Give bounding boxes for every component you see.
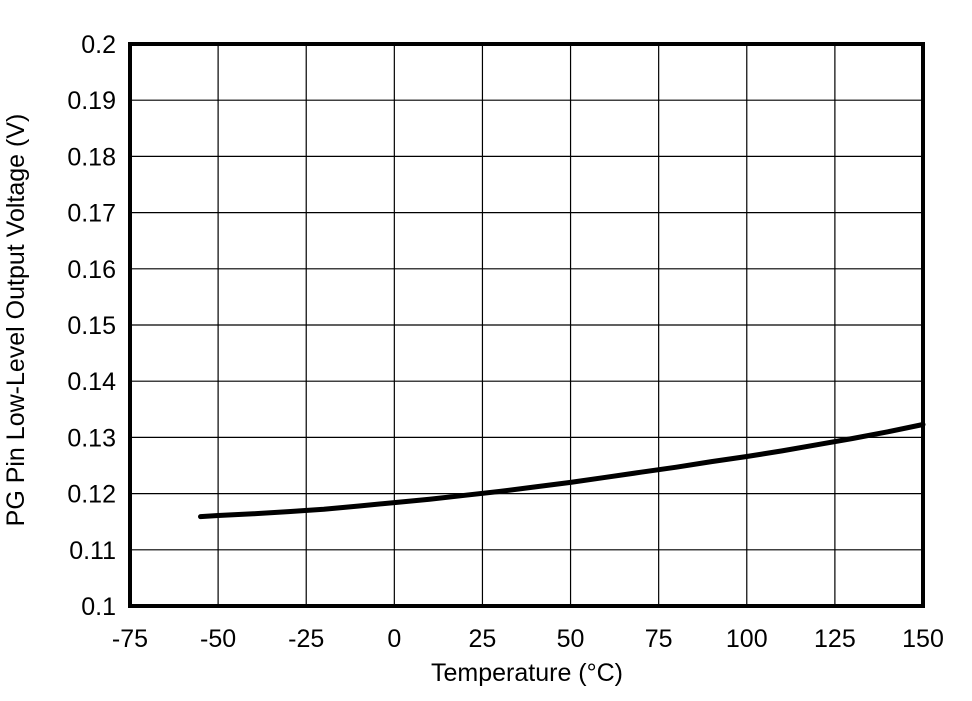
x-axis-title: Temperature (°C) — [431, 659, 623, 687]
y-axis-title: PG Pin Low-Level Output Voltage (V) — [2, 114, 30, 527]
plot-frame — [128, 42, 925, 608]
x-tick-label: 0 — [387, 625, 401, 653]
y-tick-label: 0.13 — [67, 424, 116, 452]
y-tick-label: 0.19 — [67, 87, 116, 115]
y-tick-label: 0.16 — [67, 256, 116, 284]
x-tick-label: 75 — [645, 625, 673, 653]
y-tick-label: 0.18 — [67, 143, 116, 171]
x-tick-label: 150 — [902, 625, 944, 653]
x-tick-label: 25 — [469, 625, 497, 653]
series-line — [198, 422, 926, 520]
y-tick-label: 0.12 — [67, 481, 116, 509]
x-tick-label: -25 — [288, 625, 324, 653]
y-tick-label: 0.14 — [67, 368, 116, 396]
y-tick-label: 0.15 — [67, 312, 116, 340]
x-tick-label: 50 — [557, 625, 585, 653]
y-tick-label: 0.1 — [81, 593, 116, 621]
x-tick-label: -50 — [200, 625, 236, 653]
plot-area: -75 -50 -25 0 25 50 75 100 125 150 0.2 0.19 0.18 0.17… — [67, 31, 944, 653]
y-tick-label: 0.11 — [69, 537, 116, 565]
x-tick-label: -75 — [112, 625, 148, 653]
y-tick-label: 0.17 — [67, 200, 116, 228]
x-tick-label: 125 — [814, 625, 856, 653]
x-tick-label: 100 — [726, 625, 768, 653]
y-tick-label: 0.2 — [81, 31, 116, 59]
